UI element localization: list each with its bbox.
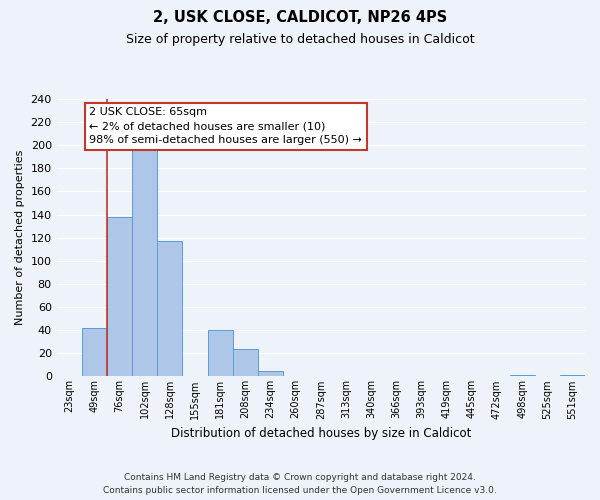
Text: Contains public sector information licensed under the Open Government Licence v3: Contains public sector information licen…	[103, 486, 497, 495]
Y-axis label: Number of detached properties: Number of detached properties	[15, 150, 25, 326]
Bar	[509, 375, 535, 376]
X-axis label: Distribution of detached houses by size in Caldicot: Distribution of detached houses by size …	[170, 427, 471, 440]
Text: 2 USK CLOSE: 65sqm
← 2% of detached houses are smaller (10)
98% of semi-detached: 2 USK CLOSE: 65sqm ← 2% of detached hous…	[89, 108, 362, 146]
Bar	[208, 330, 233, 376]
Bar	[258, 370, 283, 376]
Bar	[560, 375, 585, 376]
Bar	[157, 241, 182, 376]
Text: Contains HM Land Registry data © Crown copyright and database right 2024.: Contains HM Land Registry data © Crown c…	[124, 472, 476, 482]
Text: Size of property relative to detached houses in Caldicot: Size of property relative to detached ho…	[125, 32, 475, 46]
Text: 2, USK CLOSE, CALDICOT, NP26 4PS: 2, USK CLOSE, CALDICOT, NP26 4PS	[153, 10, 447, 25]
Bar	[107, 217, 132, 376]
Bar	[132, 146, 157, 376]
Bar	[233, 348, 258, 376]
Bar	[82, 328, 107, 376]
